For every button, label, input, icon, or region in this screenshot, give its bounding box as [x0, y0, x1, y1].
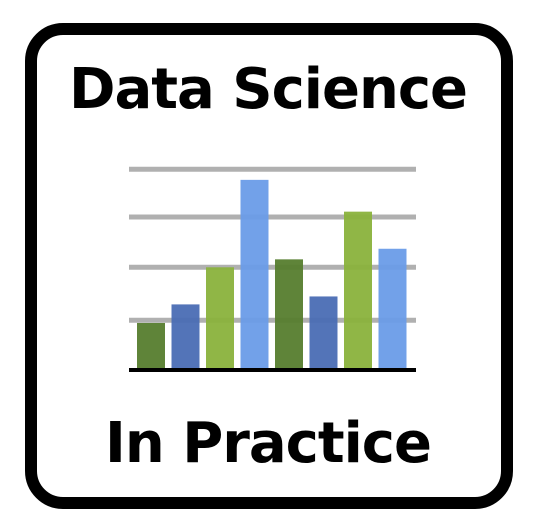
logo-title-bottom: In Practice [105, 411, 432, 476]
chart-bar-1 [137, 322, 165, 368]
chart-bar-6 [309, 296, 338, 368]
chart-bar-4 [240, 179, 269, 368]
chart-bar-7 [344, 211, 372, 368]
bar-chart-graphic [129, 166, 416, 372]
chart-bar-5 [275, 259, 303, 368]
chart-gridlines [129, 166, 416, 323]
chart-bar-3 [206, 267, 234, 368]
chart-bar-2 [171, 304, 200, 368]
chart-bar-8 [378, 248, 407, 368]
chart-bars [137, 179, 407, 368]
logo-title-top: Data Science [68, 57, 468, 122]
